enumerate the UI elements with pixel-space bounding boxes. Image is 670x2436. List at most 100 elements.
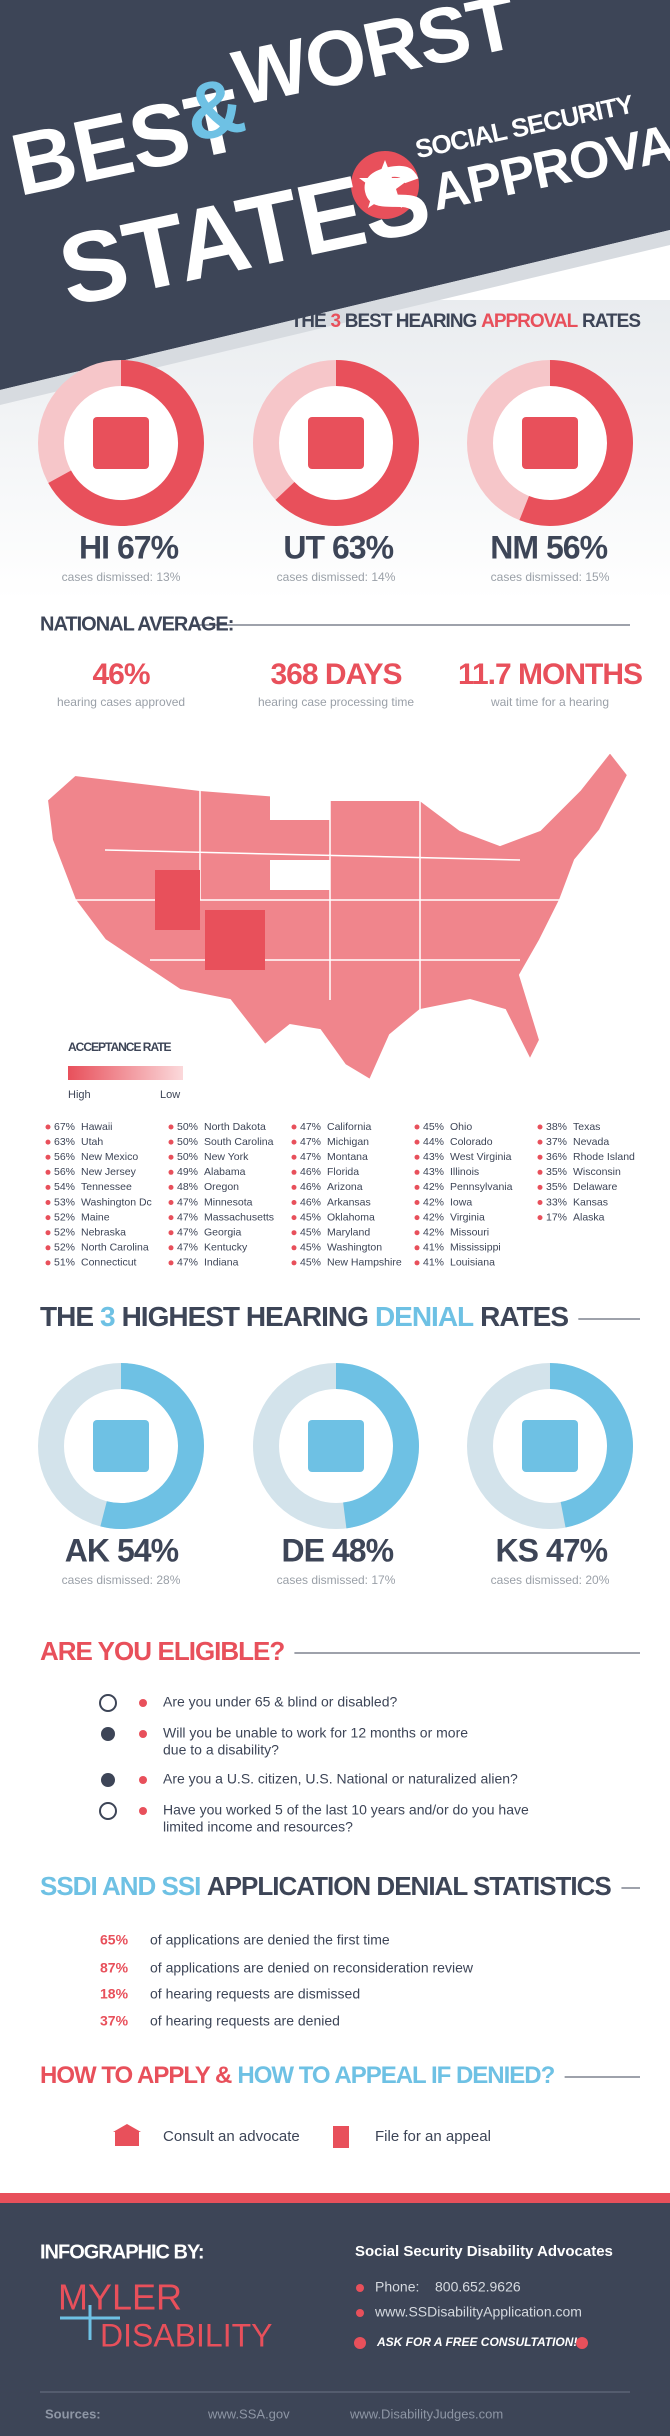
stat-label: wait time for a hearing	[490, 695, 609, 709]
state-rate: 46%	[300, 1166, 321, 1178]
stat-percent: 65%	[100, 1932, 129, 1948]
stat-percent: 37%	[100, 2013, 129, 2029]
stat-value: 368 DAYS	[271, 658, 402, 691]
state-rate: 41%	[423, 1242, 444, 1254]
eligibility-icons	[99, 1694, 117, 1820]
list-bullet	[537, 1215, 543, 1221]
state-shape	[522, 417, 578, 469]
map-state-white	[270, 860, 330, 890]
list-bullet	[414, 1124, 420, 1130]
state-shape	[308, 417, 364, 469]
state-rate: 52%	[54, 1242, 75, 1254]
list-bullet	[537, 1139, 543, 1145]
organization: Social Security Disability Advocates	[355, 2243, 613, 2260]
state-name: Oklahoma	[327, 1211, 375, 1223]
stat-label: hearing cases approved	[57, 695, 185, 709]
state-name: Michigan	[327, 1136, 369, 1148]
list-bullet	[291, 1124, 297, 1130]
question: Have you worked 5 of the last 10 years a…	[163, 1802, 529, 1818]
source: www.DisabilityJudges.com	[349, 2406, 503, 2421]
ring-arc	[335, 1363, 420, 1529]
list-bullet	[291, 1139, 297, 1145]
ring-arc	[519, 360, 633, 526]
list-bullet	[139, 1730, 147, 1738]
list-bullet	[45, 1184, 51, 1190]
list-bullet	[168, 1230, 174, 1236]
section-title: SSDI AND SSI APPLICATION DENIAL STATISTIC…	[40, 1871, 611, 1901]
title-part: APPROVAL	[481, 311, 579, 332]
state-name: Nebraska	[81, 1226, 126, 1238]
state-percent: 54%	[117, 1532, 179, 1568]
state-rate: 47%	[300, 1136, 321, 1148]
state-rate: 42%	[423, 1196, 444, 1208]
state-name: West Virginia	[450, 1151, 512, 1163]
list-bullet	[291, 1200, 297, 1205]
state-rate: 63%	[54, 1136, 75, 1148]
state-name: Texas	[573, 1121, 600, 1133]
state-shape	[522, 1420, 578, 1472]
state-rate: 47%	[177, 1226, 198, 1238]
state-name: California	[327, 1121, 372, 1133]
state-code: AK	[65, 1532, 110, 1568]
list-bullet	[414, 1245, 420, 1251]
state-name: Florida	[327, 1166, 359, 1178]
state-rate: 42%	[423, 1226, 444, 1238]
stat-value: 46%	[92, 658, 149, 691]
list-bullet	[45, 1154, 51, 1160]
list-bullet	[45, 1139, 51, 1145]
state-name: Virginia	[450, 1211, 485, 1223]
question: Are you under 65 & blind or disabled?	[163, 1694, 397, 1710]
section-title: NATIONAL AVERAGE:	[40, 613, 233, 635]
list-bullet	[356, 2309, 364, 2317]
state-rate: 45%	[423, 1121, 444, 1133]
state-rate: 45%	[300, 1242, 321, 1254]
state-name: Minnesota	[204, 1196, 253, 1208]
list-bullet	[291, 1230, 297, 1236]
state-name: Arizona	[327, 1181, 363, 1193]
star-bullet	[354, 2337, 366, 2349]
state-name: Ohio	[450, 1121, 472, 1133]
list-bullet	[414, 1230, 420, 1236]
title-part: APPLICATION DENIAL STATISTICS	[207, 1871, 612, 1901]
logo: DISABILITY	[100, 2317, 273, 2353]
question: limited income and resources?	[163, 1819, 353, 1835]
title-part: SSDI AND SSI	[40, 1871, 200, 1901]
logo: MYLER	[58, 2277, 182, 2318]
state-name: Washington Dc	[81, 1196, 152, 1208]
state-rate: 35%	[546, 1181, 567, 1193]
state-rate: 47%	[177, 1242, 198, 1254]
list-bullet	[537, 1124, 543, 1130]
state-rate: 50%	[177, 1136, 198, 1148]
list-bullet	[291, 1184, 297, 1190]
state-rate: 47%	[300, 1121, 321, 1133]
infographic-by: INFOGRAPHIC BY:	[40, 2241, 204, 2263]
state-name: Georgia	[204, 1226, 242, 1238]
stat-percent: 18%	[100, 1986, 129, 2002]
list-bullet	[291, 1260, 297, 1266]
list-bullet	[45, 1230, 51, 1236]
map-state-white	[270, 780, 330, 820]
state-name: Connecticut	[81, 1257, 137, 1269]
state-percent: 67%	[117, 529, 179, 565]
state-rate: 46%	[300, 1181, 321, 1193]
list-bullet	[168, 1200, 174, 1205]
list-bullet	[168, 1124, 174, 1130]
state-rate: 51%	[54, 1257, 75, 1269]
state-rate: 36%	[546, 1151, 567, 1163]
list-bullet	[45, 1245, 51, 1251]
state-rate: 52%	[54, 1211, 75, 1223]
state-rate: 43%	[423, 1151, 444, 1163]
stat-text: of applications are denied the first tim…	[150, 1932, 390, 1948]
question: Will you be unable to work for 12 months…	[163, 1725, 468, 1741]
stat-label: hearing case processing time	[258, 695, 414, 709]
state-rate: 47%	[177, 1257, 198, 1269]
state-rate: 46%	[300, 1196, 321, 1208]
legend-low: Low	[160, 1089, 180, 1101]
list-bullet	[139, 1776, 147, 1784]
star-bullet	[576, 2337, 588, 2349]
list-bullet	[414, 1184, 420, 1190]
state-rate: 38%	[546, 1121, 567, 1133]
header-band	[0, 0, 670, 390]
title-part: HOW TO APPEAL IF DENIED?	[237, 2062, 554, 2089]
